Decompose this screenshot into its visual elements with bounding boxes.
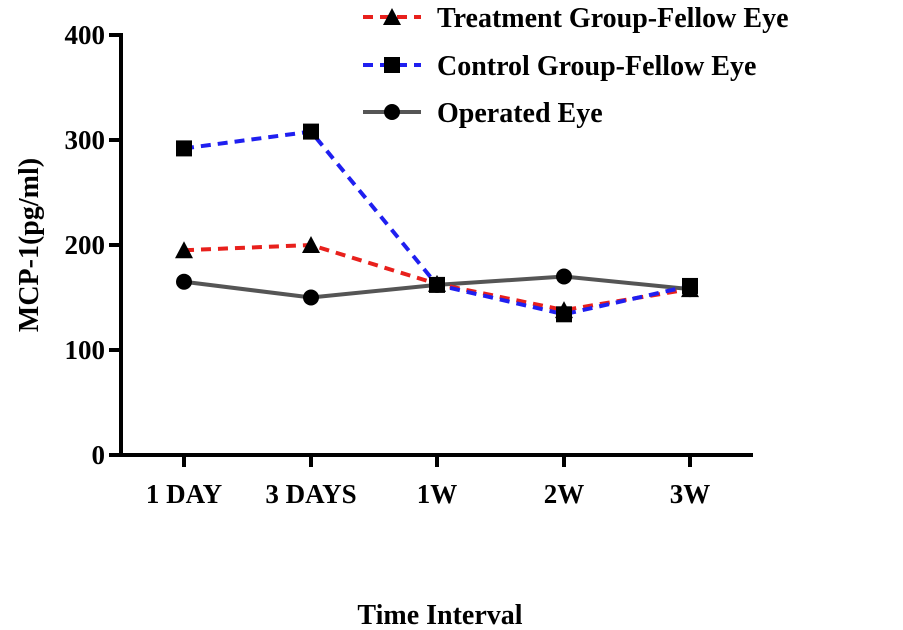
series-1: [176, 123, 698, 323]
data-point: [303, 289, 319, 306]
legend-item: Treatment Group-Fellow Eye: [363, 3, 789, 34]
series-layer: [175, 123, 699, 323]
y-tick-label: 200: [65, 230, 106, 260]
legend-label: Treatment Group-Fellow Eye: [437, 3, 789, 34]
y-tick-label: 300: [65, 125, 106, 155]
data-point: [176, 273, 192, 290]
legend-marker: [384, 104, 400, 120]
data-point: [175, 241, 193, 259]
y-tick-label: 100: [65, 335, 106, 365]
data-point: [302, 236, 320, 253]
data-point: [556, 268, 572, 285]
y-tick-label: 400: [65, 20, 106, 50]
x-tick-label: 3 DAYS: [265, 479, 356, 509]
legend-label: Operated Eye: [437, 98, 603, 129]
legend-marker: [384, 57, 400, 73]
x-tick-label: 1W: [417, 479, 458, 509]
legend: Treatment Group-Fellow Eye Control Group-…: [363, 3, 789, 129]
data-point: [176, 140, 192, 157]
x-tick-label: 3W: [670, 479, 711, 509]
data-point: [429, 276, 445, 293]
legend-item: Operated Eye: [363, 98, 603, 129]
x-axis-title: Time Interval: [357, 600, 522, 630]
legend-item: Control Group-Fellow Eye: [363, 51, 756, 82]
legend-marker: [383, 8, 401, 25]
y-axis-title: MCP-1(pg/ml): [14, 158, 45, 332]
data-point: [682, 277, 698, 294]
data-point: [303, 123, 319, 140]
y-ticks: 0 100 200 300 400: [65, 20, 121, 470]
x-tick-label: 1 DAY: [146, 479, 222, 509]
data-point: [556, 306, 572, 323]
legend-label: Control Group-Fellow Eye: [437, 51, 756, 82]
x-ticks: 1 DAY 3 DAYS 1W 2W 3W: [146, 455, 710, 509]
x-tick-label: 2W: [544, 479, 585, 509]
y-tick-label: 0: [92, 440, 106, 470]
